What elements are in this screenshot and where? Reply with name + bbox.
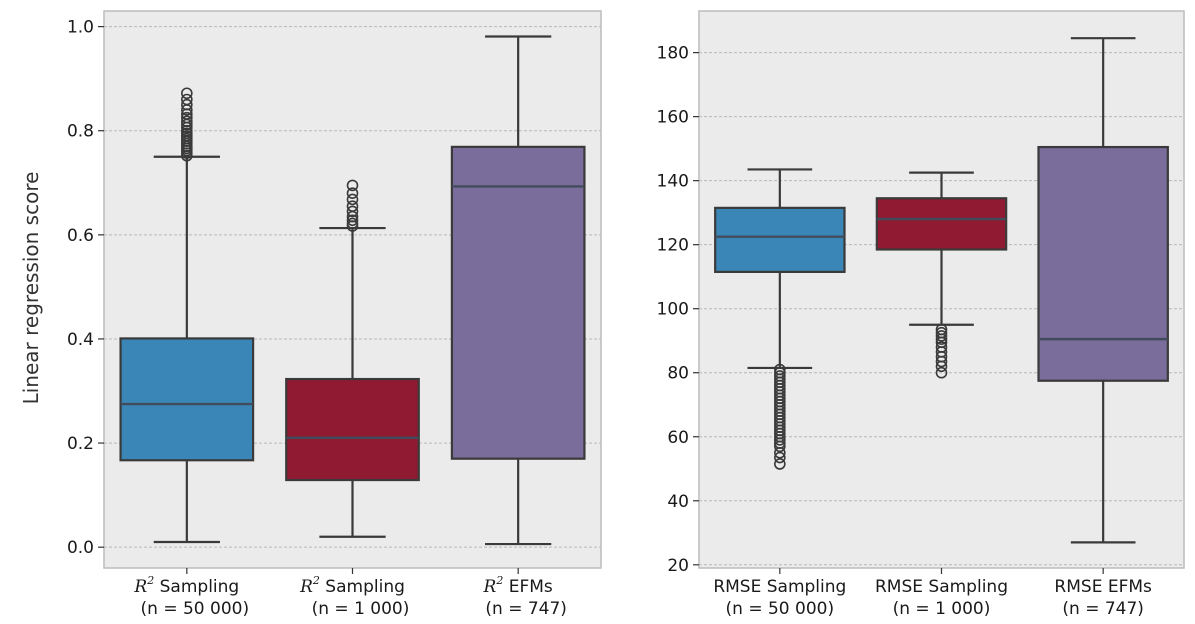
y-tick-label: 100	[657, 300, 689, 320]
outlier-point	[346, 217, 359, 230]
box-1	[714, 168, 846, 470]
y-tick-label: 1.0	[67, 18, 94, 38]
r-squared-symbol: R	[299, 577, 313, 597]
outlier-point	[346, 214, 359, 227]
outlier-point	[935, 366, 948, 379]
outlier-point	[774, 434, 786, 446]
y-tick-label: 40	[667, 492, 689, 512]
panel-1: 0.00.20.40.60.81.0R2 Sampling(n = 50 000…	[67, 10, 602, 619]
category-name: RMSE EFMs	[1054, 577, 1152, 597]
outlier-point	[181, 87, 193, 100]
x-tick-label-line2: (n = 50 000)	[726, 599, 835, 619]
category-name: Sampling	[154, 577, 239, 597]
x-tick-label-line2: (n = 747)	[485, 599, 567, 619]
box-iqr	[119, 337, 255, 462]
x-tick-label-line2: (n = 1 000)	[893, 599, 991, 619]
superscript-2: 2	[495, 574, 503, 587]
outlier-point	[935, 330, 948, 342]
outlier-point	[346, 193, 359, 206]
x-tick-label-line2: (n = 50 000)	[141, 599, 250, 619]
category-name: EFMs	[503, 577, 553, 597]
y-tick-label: 120	[657, 236, 689, 256]
outlier-point	[181, 115, 193, 128]
y-tick-label: 60	[667, 428, 689, 448]
outlier-point	[181, 111, 193, 124]
y-tick-label: 160	[657, 108, 689, 128]
y-tick-label: 20	[667, 556, 689, 576]
box-iqr	[1037, 145, 1169, 382]
outlier-point	[346, 179, 359, 192]
outlier-point	[774, 458, 786, 470]
box-iqr	[450, 145, 586, 460]
box-1	[119, 87, 255, 544]
outlier-point	[935, 360, 948, 373]
y-tick-label: 180	[657, 44, 689, 64]
superscript-2: 2	[146, 574, 154, 587]
outlier-point	[774, 446, 786, 459]
r-squared-symbol: R	[133, 577, 147, 597]
x-tick-label-line1: RMSE Sampling	[713, 577, 846, 597]
x-tick-label-line1: RMSE EFMs	[1054, 577, 1152, 597]
outlier-point	[774, 440, 786, 453]
box-2	[875, 171, 1008, 379]
category-name: RMSE Sampling	[875, 577, 1008, 597]
outlier-point	[346, 200, 359, 213]
superscript-2: 2	[312, 574, 320, 587]
box-3	[1037, 37, 1169, 544]
outlier-point	[181, 93, 193, 106]
y-tick-label: 0.2	[67, 434, 94, 454]
y-tick-label: 0.4	[67, 330, 94, 350]
y-tick-label: 140	[657, 172, 689, 192]
box-iqr	[875, 197, 1008, 251]
outlier-point	[181, 98, 193, 111]
outlier-point	[346, 205, 359, 218]
y-tick-label: 0.6	[67, 226, 94, 246]
box-3	[450, 35, 586, 546]
box-iqr	[285, 377, 420, 482]
y-tick-label: 0.0	[67, 538, 94, 558]
outlier-point	[935, 333, 948, 345]
x-tick-label-line1: R2 EFMs	[483, 574, 553, 597]
x-tick-label-line1: RMSE Sampling	[875, 577, 1008, 597]
x-tick-label-line1: R2 Sampling	[299, 574, 405, 597]
outlier-point	[346, 187, 359, 199]
category-name: RMSE Sampling	[713, 577, 846, 597]
y-axis-label: Linear regression score	[19, 172, 43, 405]
x-tick-label-line1: R2 Sampling	[133, 574, 239, 597]
box-2	[285, 179, 420, 538]
y-tick-label: 0.8	[67, 122, 94, 142]
x-tick-label-line2: (n = 1 000)	[312, 599, 410, 619]
r-squared-symbol: R	[483, 577, 497, 597]
y-tick-label: 80	[667, 364, 689, 384]
x-tick-label-line2: (n = 747)	[1062, 599, 1144, 619]
category-name: Sampling	[320, 577, 405, 597]
outlier-point	[935, 355, 948, 368]
box-iqr	[714, 206, 846, 273]
outlier-point	[774, 451, 786, 464]
